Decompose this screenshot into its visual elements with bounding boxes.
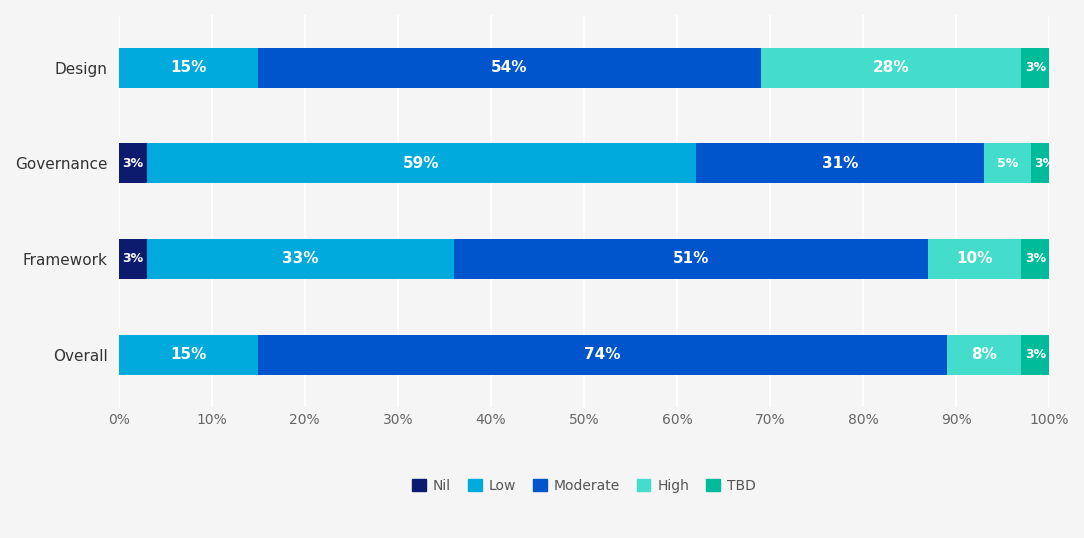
Bar: [947, 335, 1021, 375]
Text: 33%: 33%: [282, 251, 319, 266]
Text: 3%: 3%: [122, 252, 143, 265]
Text: 5%: 5%: [997, 157, 1018, 170]
Text: 51%: 51%: [673, 251, 709, 266]
Bar: [258, 335, 947, 375]
Bar: [118, 47, 258, 88]
Bar: [1021, 239, 1049, 279]
Bar: [1021, 335, 1049, 375]
Legend: Nil, Low, Moderate, High, TBD: Nil, Low, Moderate, High, TBD: [406, 473, 761, 498]
Bar: [146, 239, 453, 279]
Bar: [118, 239, 146, 279]
Text: 3%: 3%: [1034, 157, 1055, 170]
Bar: [453, 239, 928, 279]
Text: 10%: 10%: [956, 251, 993, 266]
Text: 31%: 31%: [822, 156, 859, 171]
Bar: [761, 47, 1021, 88]
Bar: [1031, 143, 1059, 183]
Text: 15%: 15%: [170, 347, 207, 362]
Text: 3%: 3%: [1024, 348, 1046, 361]
Text: 15%: 15%: [170, 60, 207, 75]
Text: 54%: 54%: [491, 60, 528, 75]
Bar: [928, 239, 1021, 279]
Bar: [258, 47, 761, 88]
Bar: [1021, 47, 1049, 88]
Text: 28%: 28%: [873, 60, 909, 75]
Text: 3%: 3%: [122, 157, 143, 170]
Bar: [146, 143, 696, 183]
Bar: [696, 143, 984, 183]
Text: 3%: 3%: [1024, 252, 1046, 265]
Bar: [118, 143, 146, 183]
Text: 3%: 3%: [1024, 61, 1046, 74]
Text: 8%: 8%: [971, 347, 997, 362]
Bar: [984, 143, 1031, 183]
Bar: [118, 335, 258, 375]
Text: 74%: 74%: [584, 347, 621, 362]
Text: 59%: 59%: [403, 156, 439, 171]
